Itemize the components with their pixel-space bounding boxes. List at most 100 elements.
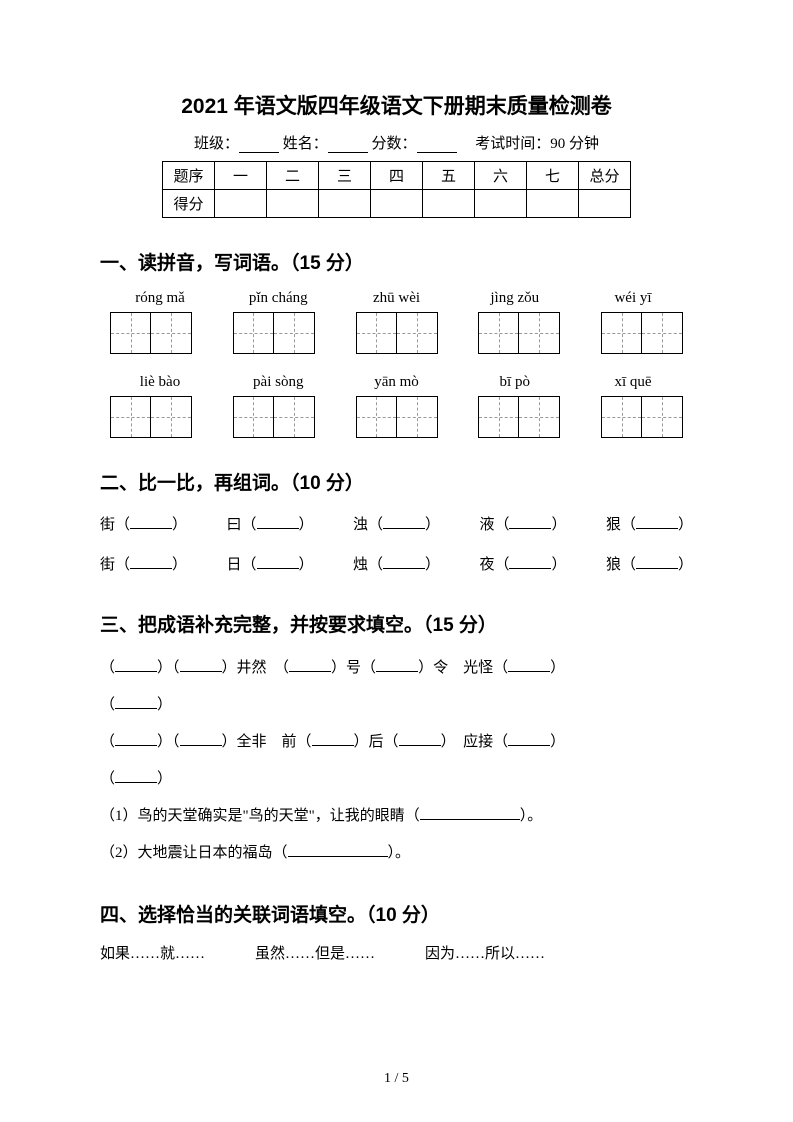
score-table-value-row: 得分 xyxy=(163,190,631,218)
answer-blank[interactable] xyxy=(376,671,418,672)
compare-row-1: 街（） 曰（） 浊（） 液（） 狠（） xyxy=(100,510,693,540)
answer-blank[interactable] xyxy=(180,745,222,746)
pinyin-item: bī pò xyxy=(465,374,565,391)
score-row-label: 得分 xyxy=(163,190,215,218)
section3-title: 三、把成语补充完整，并按要求填空。（15 分） xyxy=(100,610,693,637)
score-cell[interactable] xyxy=(423,190,475,218)
pinyin-item: róng mǎ xyxy=(110,290,210,307)
char-box[interactable] xyxy=(601,312,683,354)
compare-item: 狠（） xyxy=(606,510,693,540)
answer-blank[interactable] xyxy=(257,528,299,529)
answer-blank[interactable] xyxy=(115,671,157,672)
score-cell[interactable] xyxy=(215,190,267,218)
score-header-cell: 五 xyxy=(423,162,475,190)
score-header-cell: 一 xyxy=(215,162,267,190)
answer-blank[interactable] xyxy=(115,782,157,783)
time-label: 考试时间：90 分钟 xyxy=(475,136,599,152)
char-box[interactable] xyxy=(233,312,315,354)
name-label: 姓名： xyxy=(283,136,328,152)
score-header-cell: 总分 xyxy=(579,162,631,190)
char-box[interactable] xyxy=(356,312,438,354)
compare-item: 狼（） xyxy=(606,550,693,580)
compare-item: 烛（） xyxy=(353,550,440,580)
score-table-header-row: 题序 一 二 三 四 五 六 七 总分 xyxy=(163,162,631,190)
exam-title: 2021 年语文版四年级语文下册期末质量检测卷 xyxy=(100,90,693,120)
char-box[interactable] xyxy=(233,396,315,438)
char-box[interactable] xyxy=(478,396,560,438)
conj-option: 如果……就…… xyxy=(100,942,205,963)
score-cell[interactable] xyxy=(371,190,423,218)
score-header-cell: 四 xyxy=(371,162,423,190)
pinyin-item: zhū wèi xyxy=(347,290,447,307)
char-box[interactable] xyxy=(356,396,438,438)
name-blank[interactable] xyxy=(328,137,368,153)
score-blank[interactable] xyxy=(417,137,457,153)
answer-blank[interactable] xyxy=(509,528,551,529)
char-box[interactable] xyxy=(110,396,192,438)
score-cell[interactable] xyxy=(527,190,579,218)
pinyin-item: xī quē xyxy=(583,374,683,391)
pinyin-item: yān mò xyxy=(347,374,447,391)
answer-blank[interactable] xyxy=(288,856,388,857)
char-box[interactable] xyxy=(478,312,560,354)
score-cell[interactable] xyxy=(267,190,319,218)
answer-blank[interactable] xyxy=(383,568,425,569)
section4-title: 四、选择恰当的关联词语填空。（10 分） xyxy=(100,900,693,927)
score-header-cell: 题序 xyxy=(163,162,215,190)
pinyin-item: pǐn cháng xyxy=(228,290,328,307)
pinyin-item: pài sòng xyxy=(228,374,328,391)
idiom-line-1: （）（）井然 （）号（）令 光怪（） xyxy=(100,652,693,685)
char-box-row-2 xyxy=(100,396,693,438)
answer-blank[interactable] xyxy=(508,745,550,746)
score-label: 分数： xyxy=(372,136,417,152)
compare-row-2: 街（） 日（） 烛（） 夜（） 狼（） xyxy=(100,550,693,580)
class-blank[interactable] xyxy=(239,137,279,153)
compare-item: 液（） xyxy=(479,510,566,540)
conjunction-options: 如果……就…… 虽然……但是…… 因为……所以…… xyxy=(100,942,693,963)
answer-blank[interactable] xyxy=(636,528,678,529)
char-box-row-1 xyxy=(100,312,693,354)
answer-blank[interactable] xyxy=(257,568,299,569)
pinyin-item: jìng zǒu xyxy=(465,290,565,307)
compare-item: 曰（） xyxy=(226,510,313,540)
answer-blank[interactable] xyxy=(115,708,157,709)
char-box[interactable] xyxy=(110,312,192,354)
conj-option: 因为……所以…… xyxy=(425,942,545,963)
info-line: 班级： 姓名： 分数： 考试时间：90 分钟 xyxy=(100,132,693,153)
pinyin-row-1: róng mǎ pǐn cháng zhū wèi jìng zǒu wéi y… xyxy=(100,290,693,307)
class-label: 班级： xyxy=(194,136,239,152)
idiom-line-1b: （） xyxy=(100,689,693,722)
answer-blank[interactable] xyxy=(130,568,172,569)
answer-blank[interactable] xyxy=(130,528,172,529)
section2-title: 二、比一比，再组词。（10 分） xyxy=(100,468,693,495)
answer-blank[interactable] xyxy=(508,671,550,672)
answer-blank[interactable] xyxy=(509,568,551,569)
section1-title: 一、读拼音，写词语。（15 分） xyxy=(100,248,693,275)
answer-blank[interactable] xyxy=(180,671,222,672)
conj-option: 虽然……但是…… xyxy=(255,942,375,963)
char-box[interactable] xyxy=(601,396,683,438)
page-number: 1 / 5 xyxy=(0,1071,793,1087)
answer-blank[interactable] xyxy=(420,819,520,820)
compare-item: 夜（） xyxy=(479,550,566,580)
idiom-line-2: （）（）全非 前（）后（） 应接（） xyxy=(100,726,693,759)
score-cell[interactable] xyxy=(475,190,527,218)
pinyin-item: liè bào xyxy=(110,374,210,391)
answer-blank[interactable] xyxy=(115,745,157,746)
pinyin-row-2: liè bào pài sòng yān mò bī pò xī quē xyxy=(100,374,693,391)
score-header-cell: 三 xyxy=(319,162,371,190)
idiom-question-1: （1）鸟的天堂确实是"鸟的天堂"，让我的眼睛（）。 xyxy=(100,800,693,833)
compare-item: 日（） xyxy=(226,550,313,580)
answer-blank[interactable] xyxy=(312,745,354,746)
score-header-cell: 二 xyxy=(267,162,319,190)
compare-item: 街（） xyxy=(100,510,187,540)
answer-blank[interactable] xyxy=(383,528,425,529)
answer-blank[interactable] xyxy=(636,568,678,569)
score-cell[interactable] xyxy=(319,190,371,218)
score-header-cell: 七 xyxy=(527,162,579,190)
compare-item: 街（） xyxy=(100,550,187,580)
score-cell[interactable] xyxy=(579,190,631,218)
pinyin-item: wéi yī xyxy=(583,290,683,307)
answer-blank[interactable] xyxy=(289,671,331,672)
answer-blank[interactable] xyxy=(399,745,441,746)
